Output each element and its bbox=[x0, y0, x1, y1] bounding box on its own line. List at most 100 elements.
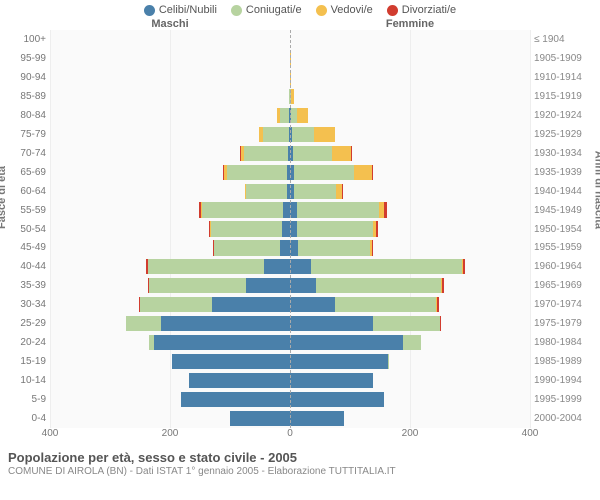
segment-coniugati bbox=[227, 165, 287, 180]
bar-row bbox=[50, 314, 290, 333]
segment-celibi bbox=[246, 278, 290, 293]
age-tick: 80-84 bbox=[0, 106, 50, 125]
segment-coniugati bbox=[202, 202, 283, 217]
bar-row bbox=[290, 295, 530, 314]
chart-subtitle: COMUNE DI AIROLA (BN) - Dati ISTAT 1° ge… bbox=[8, 466, 592, 477]
x-tick: 200 bbox=[162, 428, 179, 439]
female-bar bbox=[290, 70, 306, 85]
segment-coniugati bbox=[292, 127, 314, 142]
female-bars bbox=[290, 30, 530, 428]
age-tick: 20-24 bbox=[0, 333, 50, 352]
segment-coniugati bbox=[280, 108, 290, 123]
segment-coniugati bbox=[403, 335, 421, 350]
segment-celibi bbox=[154, 335, 290, 350]
bar-row bbox=[50, 295, 290, 314]
age-tick: 10-14 bbox=[0, 371, 50, 390]
male-bar bbox=[91, 316, 290, 331]
male-bar bbox=[150, 221, 290, 236]
segment-divorziati bbox=[351, 146, 352, 161]
male-bar bbox=[170, 411, 290, 426]
male-bar bbox=[142, 202, 290, 217]
birth-tick: 1995-1999 bbox=[530, 390, 600, 409]
segment-coniugati bbox=[246, 184, 286, 199]
male-bar bbox=[204, 127, 290, 142]
segment-coniugati bbox=[148, 259, 264, 274]
birth-tick: 1965-1969 bbox=[530, 276, 600, 295]
bar-row bbox=[290, 409, 530, 428]
segment-coniugati bbox=[297, 202, 379, 217]
birth-tick: 1980-1984 bbox=[530, 333, 600, 352]
segment-divorziati bbox=[372, 165, 373, 180]
bar-row bbox=[290, 106, 530, 125]
segment-coniugati bbox=[293, 146, 332, 161]
segment-celibi bbox=[230, 411, 290, 426]
birth-tick: 1960-1964 bbox=[530, 257, 600, 276]
bar-row bbox=[290, 144, 530, 163]
age-tick: 5-9 bbox=[0, 390, 50, 409]
bar-row bbox=[50, 87, 290, 106]
x-axis: 4002000200400 bbox=[0, 428, 600, 444]
bar-row bbox=[50, 390, 290, 409]
female-bar bbox=[290, 354, 444, 369]
legend-item: Vedovi/e bbox=[316, 4, 373, 16]
x-tick: 0 bbox=[287, 428, 293, 439]
male-bar bbox=[283, 70, 290, 85]
segment-coniugati bbox=[214, 240, 280, 255]
male-bar bbox=[104, 259, 290, 274]
female-bar bbox=[290, 316, 480, 331]
birth-tick: 2000-2004 bbox=[530, 409, 600, 428]
segment-coniugati bbox=[244, 146, 288, 161]
bar-row bbox=[290, 257, 530, 276]
birth-tick: 1950-1954 bbox=[530, 220, 600, 239]
age-tick: 95-99 bbox=[0, 49, 50, 68]
segment-coniugati bbox=[126, 316, 161, 331]
female-bar bbox=[290, 373, 431, 388]
segment-celibi bbox=[290, 392, 384, 407]
age-tick: 100+ bbox=[0, 30, 50, 49]
bar-row bbox=[290, 352, 530, 371]
segment-divorziati bbox=[437, 297, 439, 312]
male-bar bbox=[128, 392, 290, 407]
female-bar bbox=[290, 411, 404, 426]
segment-celibi bbox=[282, 221, 290, 236]
birth-tick: ≤ 1904 bbox=[530, 30, 600, 49]
segment-coniugati bbox=[263, 127, 289, 142]
male-bar bbox=[105, 278, 290, 293]
segment-vedovi bbox=[332, 146, 350, 161]
legend-item: Coniugati/e bbox=[231, 4, 302, 16]
segment-celibi bbox=[172, 354, 290, 369]
male-bar bbox=[163, 165, 290, 180]
segment-coniugati bbox=[140, 297, 211, 312]
bar-row bbox=[50, 125, 290, 144]
male-bars bbox=[50, 30, 290, 428]
female-bar bbox=[290, 392, 440, 407]
bar-row bbox=[50, 333, 290, 352]
segment-divorziati bbox=[372, 240, 373, 255]
x-tick: 400 bbox=[522, 428, 539, 439]
segment-coniugati bbox=[335, 297, 437, 312]
segment-coniugati bbox=[388, 354, 389, 369]
segment-divorziati bbox=[384, 202, 386, 217]
birth-tick: 1985-1989 bbox=[530, 352, 600, 371]
segment-celibi bbox=[283, 202, 290, 217]
bar-row bbox=[290, 87, 530, 106]
segment-celibi bbox=[290, 354, 388, 369]
bar-row bbox=[50, 409, 290, 428]
male-bar bbox=[134, 373, 290, 388]
legend-swatch bbox=[144, 5, 155, 16]
age-tick: 0-4 bbox=[0, 409, 50, 428]
segment-celibi bbox=[290, 259, 311, 274]
segment-vedovi bbox=[297, 108, 309, 123]
header-female: Femmine bbox=[290, 18, 530, 30]
segment-celibi bbox=[161, 316, 290, 331]
segment-celibi bbox=[290, 373, 373, 388]
plot-area: Fasce di età 100+95-9990-9485-8980-8475-… bbox=[0, 30, 600, 428]
female-bar bbox=[290, 202, 442, 217]
female-bar bbox=[290, 108, 357, 123]
birth-tick: 1915-1919 bbox=[530, 87, 600, 106]
bar-row bbox=[50, 144, 290, 163]
birth-tick: 1910-1914 bbox=[530, 68, 600, 87]
legend-item: Divorziati/e bbox=[387, 4, 456, 16]
female-bar bbox=[290, 165, 431, 180]
bar-row bbox=[290, 238, 530, 257]
